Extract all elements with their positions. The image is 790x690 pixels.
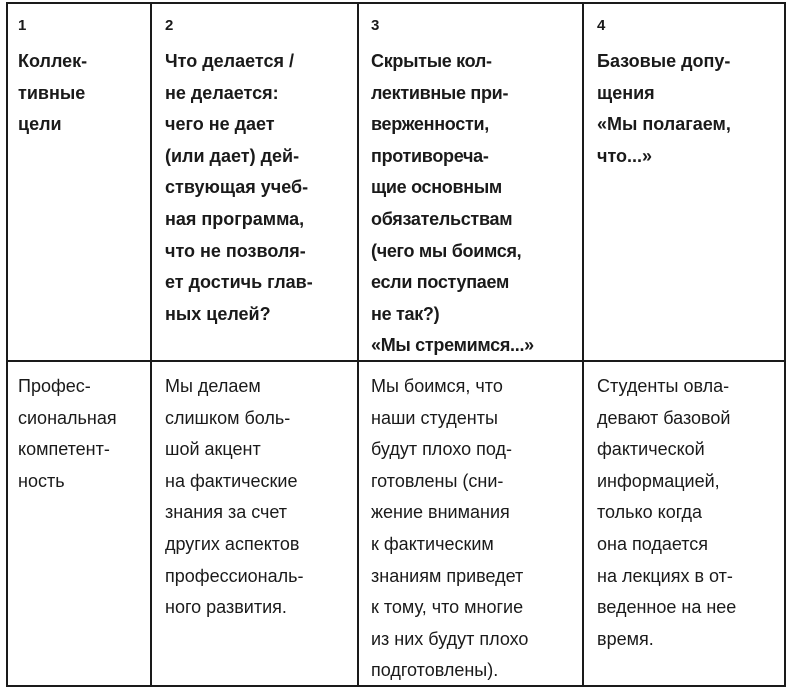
- cell-goal: Профес- сиональная компетент- ность: [18, 376, 117, 491]
- cell-what-is-done: Мы делаем слишком боль- шой акцент на фа…: [165, 376, 304, 618]
- column-number: 3: [371, 17, 380, 34]
- header-collective-goals: Коллек- тивные цели: [18, 51, 88, 135]
- header-hidden-commitments: Скрытые кол- лективные при- верженности,…: [371, 51, 534, 356]
- column-number: 2: [165, 17, 174, 34]
- row-divider: [8, 360, 784, 362]
- cell-assumption: Студенты овла- девают базовой фактическо…: [597, 376, 737, 649]
- column-number: 4: [597, 17, 606, 34]
- cell-hidden-commitment: Мы боимся, что наши студенты будут плохо…: [371, 376, 529, 681]
- header-what-is-done: Что делается / не делается: чего не дает…: [165, 51, 313, 324]
- column-divider: [150, 4, 152, 685]
- header-basic-assumptions: Базовые допу- щения «Мы полагаем, что...…: [597, 51, 731, 166]
- column-divider: [357, 4, 359, 685]
- goals-table: 1 2 3 4 Коллек- тивные цели Что делается…: [6, 2, 786, 687]
- column-number: 1: [18, 17, 27, 34]
- column-divider: [582, 4, 584, 685]
